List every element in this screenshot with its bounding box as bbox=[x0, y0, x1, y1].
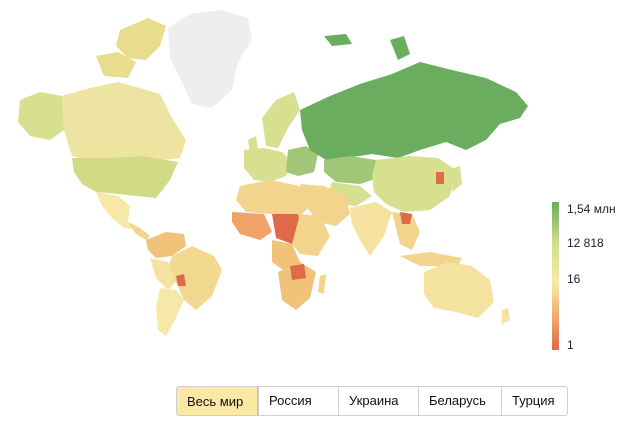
region-zambia[interactable] bbox=[290, 264, 306, 280]
region-eastern-europe[interactable] bbox=[286, 146, 318, 176]
region-australia[interactable] bbox=[424, 262, 494, 318]
region-madagascar[interactable] bbox=[318, 274, 326, 294]
region-western-europe[interactable] bbox=[244, 148, 292, 182]
tab-turkey[interactable]: Турция bbox=[501, 387, 567, 415]
legend-color-scale bbox=[552, 202, 559, 350]
region-canada[interactable] bbox=[62, 82, 186, 160]
region-paraguay[interactable] bbox=[176, 274, 186, 286]
region-southeast-asia[interactable] bbox=[392, 212, 420, 250]
region-china[interactable] bbox=[372, 156, 456, 212]
region-colombia[interactable] bbox=[146, 232, 186, 258]
color-legend: 1,54 млн 12 818 16 1 bbox=[552, 200, 630, 352]
region-russia-islands-2[interactable] bbox=[324, 34, 352, 46]
region-russia-islands[interactable] bbox=[390, 36, 410, 60]
world-map[interactable] bbox=[0, 0, 545, 370]
region-india[interactable] bbox=[350, 202, 392, 256]
region-japan[interactable] bbox=[452, 166, 462, 192]
region-canada-islands-2[interactable] bbox=[96, 52, 136, 78]
legend-label-mid-high: 12 818 bbox=[567, 236, 604, 250]
region-east-africa[interactable] bbox=[292, 214, 330, 256]
region-indonesia[interactable] bbox=[400, 252, 462, 266]
legend-label-max: 1,54 млн bbox=[567, 202, 616, 216]
tab-world[interactable]: Весь мир bbox=[177, 387, 258, 415]
region-usa[interactable] bbox=[72, 156, 178, 198]
legend-label-mid: 16 bbox=[567, 272, 581, 286]
region-laos[interactable] bbox=[400, 212, 412, 224]
region-argentina[interactable] bbox=[156, 288, 184, 336]
region-scandinavia[interactable] bbox=[262, 92, 300, 148]
region-russia[interactable] bbox=[300, 62, 528, 160]
tab-belarus[interactable]: Беларусь bbox=[418, 387, 501, 415]
region-alaska[interactable] bbox=[18, 92, 64, 140]
region-mexico[interactable] bbox=[96, 192, 136, 230]
region-tabs: Весь мир Россия Украина Беларусь Турция bbox=[176, 386, 568, 416]
region-congo[interactable] bbox=[272, 240, 300, 272]
region-west-africa[interactable] bbox=[232, 212, 272, 240]
region-southern-africa[interactable] bbox=[278, 262, 316, 310]
region-new-zealand[interactable] bbox=[502, 308, 510, 324]
legend-label-min: 1 bbox=[567, 338, 574, 352]
region-central-america[interactable] bbox=[128, 222, 150, 240]
region-greenland[interactable] bbox=[168, 10, 252, 108]
region-kazakhstan[interactable] bbox=[324, 156, 378, 184]
region-uk[interactable] bbox=[248, 136, 258, 152]
region-north-africa[interactable] bbox=[236, 180, 310, 216]
region-north-korea[interactable] bbox=[436, 172, 444, 184]
region-middle-east[interactable] bbox=[300, 184, 350, 226]
region-brazil[interactable] bbox=[168, 246, 222, 310]
region-canada-islands[interactable] bbox=[116, 18, 166, 60]
tab-ukraine[interactable]: Украина bbox=[338, 387, 418, 415]
tab-russia[interactable]: Россия bbox=[258, 387, 338, 415]
region-peru[interactable] bbox=[150, 258, 176, 290]
